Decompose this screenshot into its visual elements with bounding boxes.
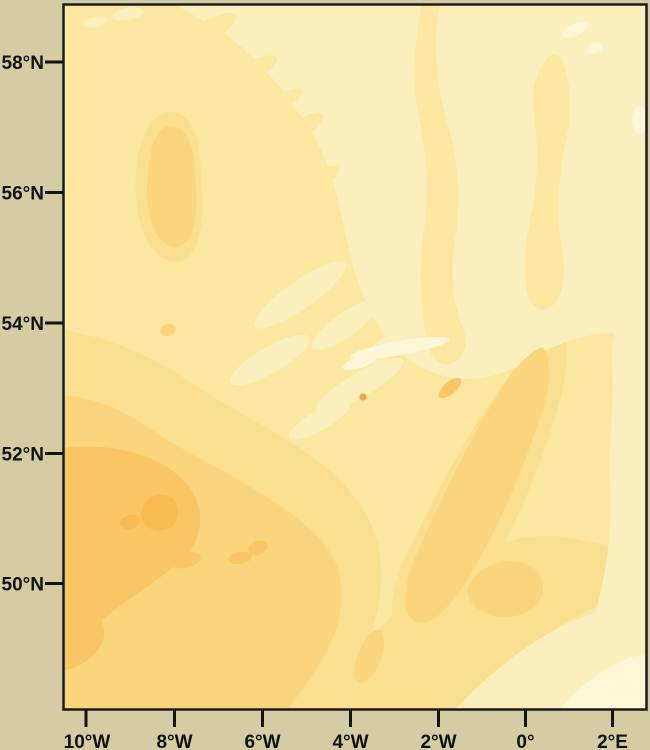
- y-tick-label: 54°N: [2, 314, 44, 335]
- contour-speck-orange: [359, 393, 367, 401]
- contour-region-dark: [63, 377, 462, 670]
- x-tick-label: 8°W: [156, 732, 192, 750]
- y-tick-label: 58°N: [2, 53, 44, 74]
- contour-speckles-pale: [83, 7, 478, 440]
- contour-streaks-light: [183, 4, 570, 365]
- y-tick-label: 56°N: [2, 184, 44, 205]
- x-tick-label: 4°W: [332, 732, 368, 750]
- x-tick-label: 10°W: [64, 732, 111, 750]
- x-tick-label: 2°E: [597, 732, 628, 750]
- contour-region-palest: [342, 21, 647, 710]
- y-axis-labels: 58°N 56°N 54°N 52°N 50°N: [2, 53, 44, 596]
- plot-area: [63, 4, 647, 710]
- x-axis-ticks: [84, 710, 614, 727]
- y-axis-ticks: [45, 60, 63, 585]
- contour-region-darkest: [120, 494, 179, 531]
- x-tick-label: 0°: [516, 732, 534, 750]
- y-tick-label: 50°N: [2, 575, 44, 596]
- x-tick-label: 2°W: [420, 732, 456, 750]
- x-tick-label: 6°W: [244, 732, 280, 750]
- plot-frame: [62, 3, 648, 711]
- contour-region-pale-rightband: [578, 300, 647, 660]
- y-tick-label: 52°N: [2, 445, 44, 466]
- x-axis-labels: 10°W 8°W 6°W 4°W 2°W 0° 2°E: [64, 732, 628, 750]
- contour-region-midlight-bottomband: [318, 535, 647, 710]
